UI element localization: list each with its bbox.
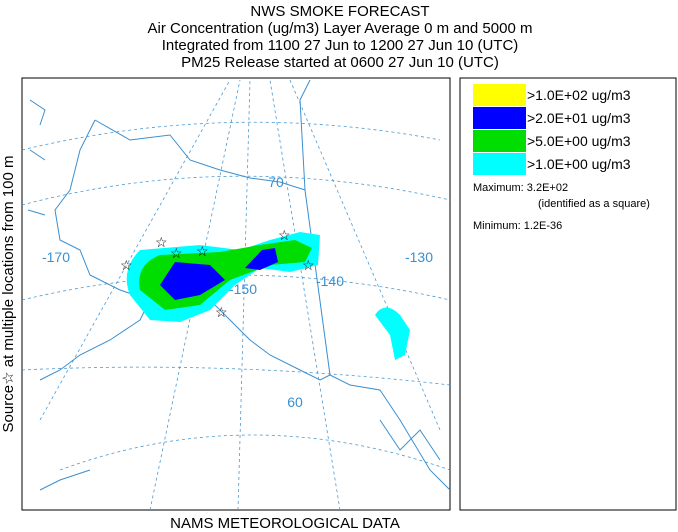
coastline bbox=[299, 79, 441, 461]
source-star: ☆ bbox=[278, 227, 291, 243]
legend-label: >2.0E+01 ug/m3 bbox=[527, 110, 631, 126]
side-label: Source☆ at multiple locations from 100 m bbox=[0, 156, 17, 433]
source-star: ☆ bbox=[215, 304, 228, 320]
grid-label: -130 bbox=[405, 249, 433, 265]
coastline bbox=[27, 99, 91, 491]
graticule bbox=[39, 79, 231, 421]
maximum-note: (identified as a square) bbox=[538, 198, 650, 210]
legend: >1.0E+02 ug/m3 >2.0E+01 ug/m3 >5.0E+00 ug/… bbox=[459, 77, 677, 511]
grid-label: 60 bbox=[287, 394, 303, 410]
grid-label: 70 bbox=[268, 174, 284, 190]
subtitle-3: PM25 Release started at 0600 27 Jun 10 (… bbox=[181, 54, 499, 71]
footer: NAMS METEOROLOGICAL DATA bbox=[170, 515, 400, 532]
graticule bbox=[22, 121, 441, 151]
smoke-plume bbox=[160, 248, 278, 300]
grid-label: -140 bbox=[316, 273, 344, 289]
source-star: ☆ bbox=[155, 234, 168, 250]
grid-label: -170 bbox=[42, 249, 70, 265]
legend-swatch bbox=[473, 84, 526, 106]
graticule bbox=[59, 434, 450, 471]
legend-label: >1.0E+00 ug/m3 bbox=[527, 156, 631, 172]
source-star: ☆ bbox=[196, 243, 209, 259]
graticule bbox=[22, 175, 450, 206]
legend-label: >1.0E+02 ug/m3 bbox=[527, 87, 631, 103]
subtitle-1: Air Concentration (ug/m3) Layer Average … bbox=[148, 20, 533, 37]
smoke-plume bbox=[375, 307, 410, 360]
legend-label: >5.0E+00 ug/m3 bbox=[527, 133, 631, 149]
graticule bbox=[149, 79, 241, 510]
source-star: ☆ bbox=[120, 257, 133, 273]
map: ☆ ☆ ☆ ☆ ☆ ☆ ☆ -170 -150 -140 -130 70 60 bbox=[21, 77, 451, 511]
map-frame bbox=[21, 77, 451, 511]
grid-label: -150 bbox=[229, 281, 257, 297]
source-star: ☆ bbox=[302, 257, 315, 273]
graticule bbox=[269, 79, 341, 510]
source-stars: ☆ ☆ ☆ ☆ ☆ ☆ ☆ bbox=[120, 227, 315, 320]
source-star: ☆ bbox=[170, 245, 183, 261]
coastline bbox=[94, 119, 450, 491]
minimum: Minimum: 1.2E-36 bbox=[473, 220, 562, 232]
title: NWS SMOKE FORECAST bbox=[250, 3, 429, 20]
subtitle-2: Integrated from 1100 27 Jun to 1200 27 J… bbox=[162, 37, 519, 54]
coastline bbox=[39, 119, 151, 381]
legend-swatch bbox=[473, 130, 526, 152]
maximum: Maximum: 3.2E+02 bbox=[473, 182, 568, 194]
legend-swatch bbox=[473, 107, 526, 129]
graticule bbox=[22, 366, 450, 386]
legend-swatch bbox=[473, 153, 526, 175]
